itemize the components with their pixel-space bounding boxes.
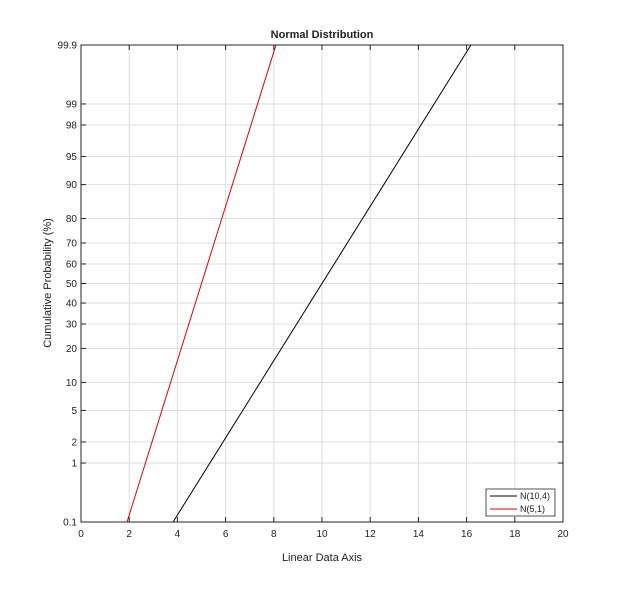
y-tick-label: 40 — [66, 299, 78, 310]
legend-label-n10-4: N(10,4) — [520, 491, 550, 501]
y-tick-label: 10 — [66, 378, 78, 389]
grid-lines — [81, 45, 563, 522]
y-tick-label: 30 — [66, 319, 78, 330]
x-tick-label: 10 — [316, 529, 328, 540]
x-tick-label: 18 — [509, 529, 521, 540]
legend-box — [485, 488, 556, 517]
y-tick-label: 99 — [66, 99, 78, 110]
y-tick-label: 20 — [66, 344, 78, 355]
chart-title: Normal Distribution — [271, 29, 374, 41]
x-tick-label: 4 — [175, 529, 181, 540]
y-tick-label: 1 — [71, 459, 77, 470]
y-tick-label: 98 — [66, 120, 78, 131]
x-tick-label: 2 — [126, 529, 132, 540]
x-tick-label: 16 — [461, 529, 473, 540]
y-tick-label: 60 — [66, 259, 78, 270]
x-tick-label: 14 — [413, 529, 425, 540]
y-tick-label: 90 — [66, 180, 78, 191]
y-tick-label: 95 — [66, 152, 78, 163]
x-tick-label: 12 — [365, 529, 377, 540]
x-axis-label: Linear Data Axis — [282, 552, 363, 564]
x-tick-label: 8 — [271, 529, 277, 540]
x-tick-label: 20 — [557, 529, 569, 540]
series-line-n-5-1 — [126, 44, 277, 523]
series-lines — [126, 44, 472, 523]
y-axis-label: Cumulative Probability (%) — [42, 218, 54, 348]
y-axis-ticks: 0.1 1 2 5 10 20 30 40 50 60 70 80 90 95 98 99 99.9 — [58, 41, 563, 529]
series-line-n-10-4 — [172, 44, 472, 523]
y-tick-label: 0.1 — [63, 518, 77, 529]
legend-label-n5-1: N(5,1) — [520, 504, 545, 514]
x-axis-ticks: 0 2 4 6 8 10 12 14 16 18 20 — [78, 45, 569, 540]
y-tick-label: 70 — [66, 239, 78, 250]
y-tick-label: 80 — [66, 214, 78, 225]
y-tick-label: 2 — [71, 438, 77, 449]
x-tick-label: 0 — [78, 529, 84, 540]
y-tick-label: 99.9 — [58, 41, 78, 52]
y-tick-label: 5 — [71, 406, 77, 417]
legend: N(10,4) N(5,1) — [485, 488, 556, 517]
x-tick-label: 6 — [223, 529, 229, 540]
y-tick-label: 50 — [66, 279, 78, 290]
